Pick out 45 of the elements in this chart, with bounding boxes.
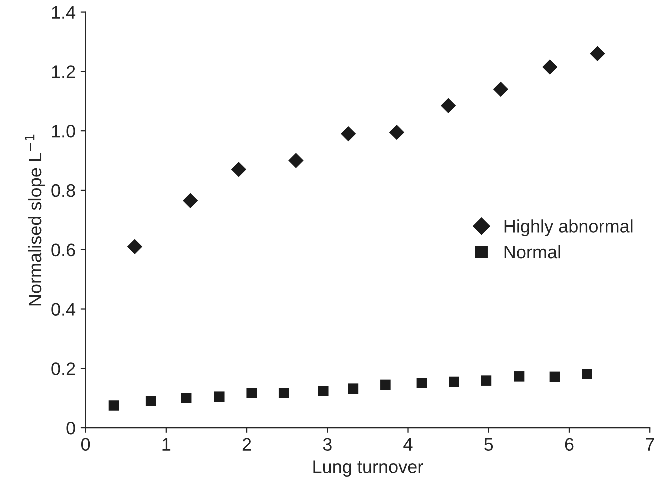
x-tick-label: 2 — [242, 438, 252, 451]
point — [380, 380, 391, 390]
point — [278, 388, 290, 398]
point — [481, 376, 492, 386]
point — [288, 153, 304, 168]
y-tick-label: 1.2 — [52, 66, 76, 78]
y-tick-label: 0.2 — [52, 362, 76, 376]
point — [389, 124, 405, 140]
x-tick-label: 5 — [484, 438, 494, 452]
x-tick-label: 4 — [404, 438, 413, 451]
y-tick-label: 0.4 — [52, 303, 76, 316]
x-tick-label: 6 — [565, 438, 574, 452]
point — [246, 388, 258, 398]
point — [493, 82, 509, 98]
point — [318, 386, 329, 396]
point — [340, 126, 356, 142]
point — [231, 162, 247, 178]
point — [214, 392, 225, 402]
legend-label: Normal — [504, 245, 560, 259]
point — [348, 384, 359, 394]
x-tick-label: 3 — [323, 438, 332, 452]
y-tick-label: 1.4 — [52, 6, 76, 19]
y-tick-label: 1.0 — [52, 125, 76, 138]
legend-label: Highly abnormal — [504, 220, 633, 236]
point — [582, 369, 592, 380]
point — [181, 393, 192, 404]
point — [550, 372, 560, 382]
point — [514, 372, 525, 382]
x-tick-label: 7 — [646, 438, 654, 451]
x-axis-title: Lung turnover — [314, 460, 424, 477]
point — [440, 98, 456, 114]
point — [542, 60, 558, 75]
y-tick-label: 0.6 — [52, 244, 76, 257]
x-tick-label: 0 — [81, 438, 90, 452]
point — [590, 46, 606, 62]
y-axis-title: Normalised slope L$^{−1}$ — [25, 134, 46, 306]
point — [146, 396, 156, 406]
point — [127, 239, 143, 255]
point — [449, 376, 460, 388]
point — [416, 378, 428, 388]
y-tick-label: 0 — [66, 422, 76, 435]
point — [108, 400, 120, 411]
point — [182, 193, 198, 208]
x-tick-label: 1 — [162, 438, 171, 451]
y-tick-label: 0.8 — [52, 184, 76, 198]
